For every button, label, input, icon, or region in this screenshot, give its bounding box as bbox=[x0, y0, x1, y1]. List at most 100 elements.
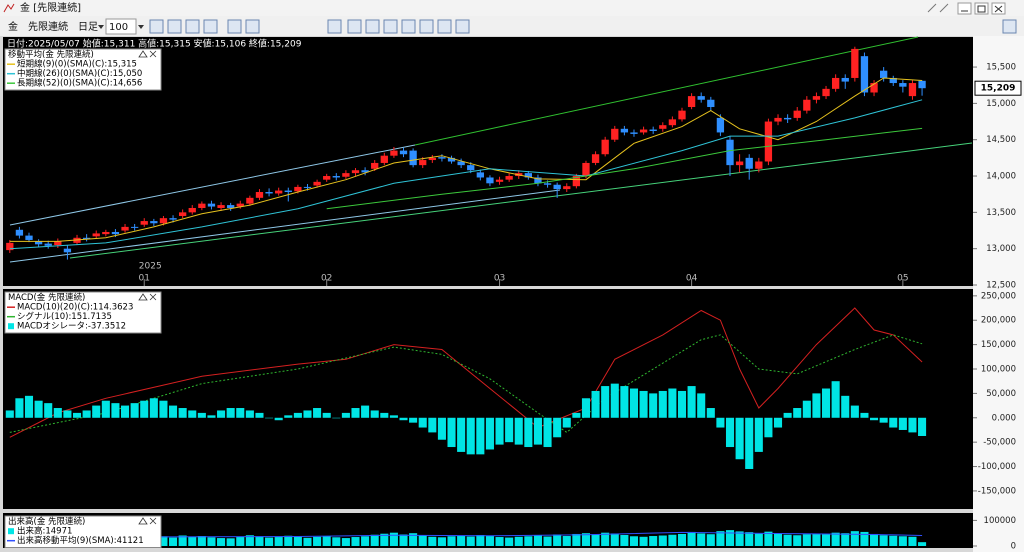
period-select[interactable]: 日足 bbox=[78, 21, 98, 33]
bar bbox=[553, 534, 562, 546]
bar bbox=[629, 536, 639, 546]
bar bbox=[716, 531, 725, 546]
candle-body bbox=[140, 221, 148, 225]
legend-entry: MACDオシレータ:-37.3512 bbox=[17, 322, 126, 332]
bar bbox=[159, 536, 168, 546]
candle-body bbox=[476, 172, 484, 178]
y-tick-label: 200,000 bbox=[981, 316, 1016, 326]
bar bbox=[284, 535, 293, 546]
bar bbox=[658, 390, 667, 418]
bar bbox=[245, 535, 254, 546]
candle-body bbox=[745, 157, 753, 169]
count-input[interactable] bbox=[105, 18, 137, 35]
count-dropdown[interactable] bbox=[138, 25, 144, 29]
bar bbox=[687, 386, 696, 418]
bar bbox=[313, 536, 322, 546]
bar bbox=[485, 417, 494, 450]
bar bbox=[553, 417, 562, 438]
bar bbox=[476, 534, 485, 546]
bar bbox=[601, 532, 610, 546]
bar bbox=[831, 532, 840, 546]
candle-body bbox=[361, 170, 369, 173]
candle-body bbox=[332, 176, 340, 178]
bar bbox=[361, 536, 370, 546]
window-title: 金 [先限連続] bbox=[20, 1, 81, 14]
candle-body bbox=[860, 56, 869, 93]
period-dropdown[interactable] bbox=[98, 25, 104, 29]
candle-body bbox=[82, 237, 91, 240]
bar bbox=[197, 536, 206, 546]
candle-body bbox=[486, 177, 494, 184]
candle-body bbox=[534, 177, 542, 184]
app-icon bbox=[3, 3, 15, 13]
bar bbox=[870, 417, 879, 421]
legend-swatch bbox=[8, 528, 14, 535]
legend-title: 移動平均(金 先限連続) bbox=[8, 49, 94, 60]
legend-controls bbox=[138, 293, 157, 301]
toolbar-icons[interactable] bbox=[149, 19, 1017, 34]
candle-body bbox=[284, 190, 292, 193]
candle-body bbox=[659, 125, 667, 129]
candle-body bbox=[918, 80, 926, 89]
candle-body bbox=[822, 88, 830, 97]
bar bbox=[370, 534, 379, 546]
candle-body bbox=[467, 165, 475, 171]
bar bbox=[207, 537, 216, 546]
bar bbox=[217, 538, 226, 546]
candle-body bbox=[803, 99, 811, 111]
bar bbox=[533, 417, 542, 445]
candle-body bbox=[246, 197, 254, 204]
bar bbox=[159, 400, 168, 418]
legend-entry: 長期線(52)(0)(SMA)(C):14,656 bbox=[17, 78, 142, 89]
candle-body bbox=[572, 176, 581, 187]
candle-body bbox=[611, 128, 619, 140]
x-tick-label: 01 bbox=[139, 274, 150, 284]
candle-body bbox=[265, 192, 273, 194]
bar bbox=[812, 533, 821, 546]
bar bbox=[418, 417, 427, 428]
bar bbox=[476, 417, 485, 455]
bar bbox=[409, 533, 418, 546]
candle-body bbox=[687, 96, 696, 108]
y-tick-label: 100000 bbox=[984, 516, 1016, 526]
bar bbox=[207, 415, 216, 418]
bar bbox=[265, 417, 274, 419]
candle-body bbox=[889, 77, 897, 84]
y-tick-label: 50,000 bbox=[986, 389, 1016, 399]
candle-body bbox=[582, 162, 590, 177]
candle-body bbox=[255, 192, 264, 198]
bar bbox=[351, 537, 360, 546]
bar bbox=[514, 417, 523, 445]
legend-entry: シグナル(10):151.7135 bbox=[17, 311, 112, 322]
y-tick-label: 15,000 bbox=[986, 99, 1016, 109]
bar bbox=[409, 417, 418, 423]
price-panel bbox=[3, 37, 973, 286]
bar bbox=[226, 408, 235, 418]
candle-body bbox=[553, 184, 561, 190]
bar bbox=[389, 532, 398, 546]
bar bbox=[524, 417, 533, 448]
bar bbox=[495, 417, 504, 445]
x-tick-label: 03 bbox=[494, 274, 505, 284]
bar bbox=[322, 536, 331, 546]
candle-body bbox=[275, 190, 283, 194]
bar bbox=[745, 532, 754, 546]
y-tick-label: 250,000 bbox=[981, 291, 1016, 301]
bar bbox=[485, 536, 494, 546]
candle-body bbox=[6, 242, 14, 251]
bar bbox=[879, 535, 888, 546]
bar bbox=[245, 410, 254, 418]
legend-box bbox=[4, 291, 162, 334]
bar bbox=[841, 395, 850, 418]
bar bbox=[677, 390, 687, 418]
bar bbox=[841, 533, 850, 546]
bar bbox=[63, 410, 72, 418]
bar bbox=[754, 533, 763, 546]
window-buttons[interactable] bbox=[927, 2, 1006, 15]
candle-body bbox=[735, 161, 744, 166]
bar bbox=[668, 388, 677, 418]
bar bbox=[879, 417, 888, 423]
bar bbox=[918, 417, 927, 436]
candle-body bbox=[409, 150, 417, 166]
